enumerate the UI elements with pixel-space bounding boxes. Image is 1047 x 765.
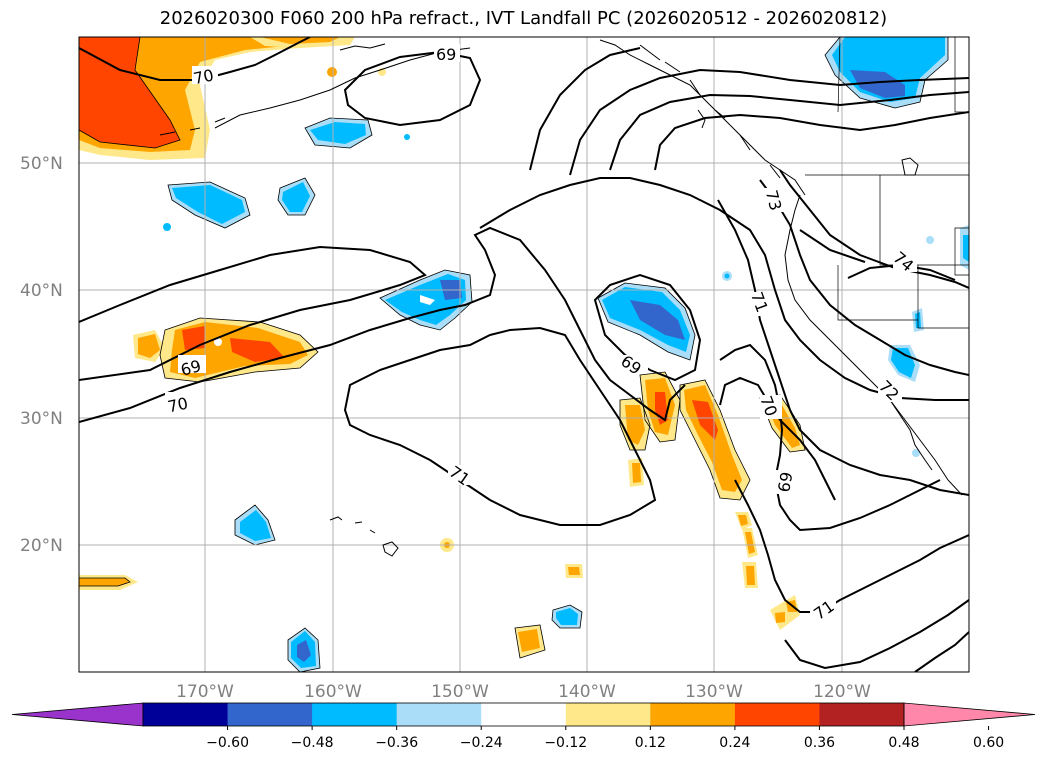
colorbar-tick-label: −0.24 — [460, 735, 503, 751]
contour-label: 70 — [166, 394, 190, 417]
colorbar-segment — [734, 703, 820, 726]
colorbar-segment — [819, 703, 905, 726]
political-borders — [805, 37, 969, 329]
colorbar-tick-label: −0.36 — [375, 735, 418, 751]
fill-outlines — [79, 37, 949, 672]
colorbar-tick-label: −0.60 — [206, 735, 249, 751]
colorbar-segment — [312, 703, 398, 726]
plot-title: 2026020300 F060 200 hPa refract., IVT La… — [159, 8, 888, 29]
lon-label-160w: 160°W — [304, 682, 362, 702]
lon-label-170w: 170°W — [176, 682, 234, 702]
colorbar-tick-label: 0.60 — [973, 735, 1004, 751]
colorbar-tick-label: 0.36 — [804, 735, 835, 751]
colorbar-segment — [227, 703, 313, 726]
contour-label: 73 — [762, 188, 786, 213]
colorbar-segment — [565, 703, 651, 726]
colorbar-segment — [481, 703, 567, 726]
colorbar-segment — [396, 703, 482, 726]
colorbar-segment — [143, 703, 229, 726]
contour-label: 69 — [179, 356, 204, 380]
longitude-labels: 170°W 160°W 150°W 140°W 130°W 120°W — [176, 682, 871, 702]
colorbar-tick-label: −0.12 — [544, 735, 587, 751]
colorbar-extend-min — [11, 702, 144, 727]
lon-label-150w: 150°W — [431, 682, 489, 702]
latitude-labels: 50°N 40°N 30°N 20°N — [20, 154, 63, 556]
lat-label-50n: 50°N — [20, 154, 63, 174]
contour-label: 69 — [774, 470, 796, 493]
colorbar-extend-max — [903, 702, 1036, 727]
colorbar-segment — [650, 703, 736, 726]
lat-label-20n: 20°N — [20, 536, 63, 556]
gridlines — [79, 37, 969, 672]
contour-labels: 70 69 69 70 71 69 73 74 71 70 69 72 71 — [165, 44, 917, 624]
lon-label-140w: 140°W — [558, 682, 616, 702]
lat-label-40n: 40°N — [20, 281, 63, 301]
contour-label: 70 — [192, 65, 216, 88]
negative-anomaly-fills — [163, 37, 969, 672]
colorbar-tick-label: 0.12 — [635, 735, 666, 751]
map-area: 70 69 69 70 71 69 73 74 71 70 69 72 71 — [79, 37, 969, 672]
lon-label-130w: 130°W — [685, 682, 743, 702]
colorbar: −0.60 −0.48 −0.36 −0.24 −0.12 0.12 0.24 0.36 0.4… — [11, 702, 1036, 751]
colorbar-tick-label: 0.24 — [719, 735, 750, 751]
contour-label: 69 — [436, 45, 456, 64]
coastlines — [159, 39, 963, 557]
colorbar-tick-label: 0.48 — [888, 735, 919, 751]
refractivity-contours — [79, 37, 969, 672]
lat-label-30n: 30°N — [20, 409, 63, 429]
lon-label-120w: 120°W — [813, 682, 871, 702]
map-frame — [78, 36, 970, 673]
colorbar-tick-label: −0.48 — [291, 735, 334, 751]
